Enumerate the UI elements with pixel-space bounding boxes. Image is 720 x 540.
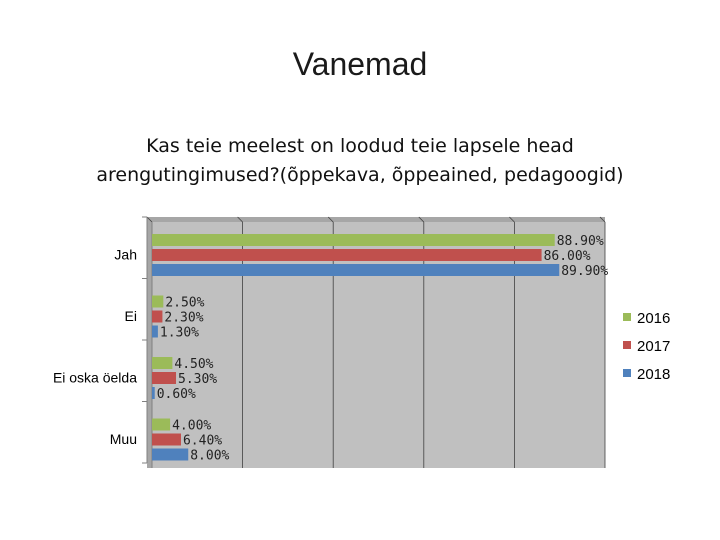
bar-2016 xyxy=(152,357,173,369)
chart-title-line-2: arengutingimused?(õppekava, õppeained, p… xyxy=(96,164,624,186)
data-label: 89.90% xyxy=(561,264,608,279)
legend-label: 2018 xyxy=(637,366,670,383)
chart-title-line-1: Kas teie meelest on loodud teie lapsele … xyxy=(146,135,574,157)
bar-2017 xyxy=(152,310,163,323)
legend-swatch-2016 xyxy=(623,313,631,321)
data-label: 86.00% xyxy=(544,249,591,264)
bar-2018 xyxy=(152,325,158,338)
chart-title: Kas teie meelest on loodud teie lapsele … xyxy=(80,132,640,190)
data-label: 2.30% xyxy=(164,311,203,326)
data-label: 8.00% xyxy=(190,449,229,464)
data-label: 2.50% xyxy=(165,296,204,311)
bar-2017 xyxy=(152,372,177,384)
data-label: 4.00% xyxy=(172,419,211,434)
bar-2017 xyxy=(152,433,181,446)
data-label: 6.40% xyxy=(183,434,222,449)
legend-swatch-2017 xyxy=(623,341,631,349)
bar-2018 xyxy=(152,448,189,461)
category-label: Ei xyxy=(125,308,137,324)
gridline-depth xyxy=(237,216,243,223)
data-label: 88.90% xyxy=(557,234,604,249)
category-label: Jah xyxy=(114,247,137,263)
bar-2016 xyxy=(152,295,164,308)
category-label: Muu xyxy=(110,431,137,447)
data-label: 5.30% xyxy=(178,372,217,387)
bar-2016 xyxy=(152,418,171,431)
bar-2017 xyxy=(152,249,542,261)
data-label: 0.60% xyxy=(157,387,196,402)
category-label: Ei oska öelda xyxy=(53,370,137,386)
legend-label: 2016 xyxy=(637,310,670,327)
bar-2016 xyxy=(152,234,555,246)
slide-title: Vanemad xyxy=(292,46,428,82)
data-label: 4.50% xyxy=(174,357,213,372)
gridline-depth xyxy=(418,216,425,223)
bar-2018 xyxy=(152,387,155,399)
gridline-depth xyxy=(509,216,515,223)
data-label: 1.30% xyxy=(160,326,199,341)
legend-label: 2017 xyxy=(637,338,670,355)
gridline-depth xyxy=(599,216,606,223)
gridline-depth xyxy=(146,216,153,223)
bar-2018 xyxy=(152,264,560,276)
gridline-depth xyxy=(327,216,334,223)
legend-swatch-2018 xyxy=(623,369,631,377)
plot-area xyxy=(152,222,605,468)
